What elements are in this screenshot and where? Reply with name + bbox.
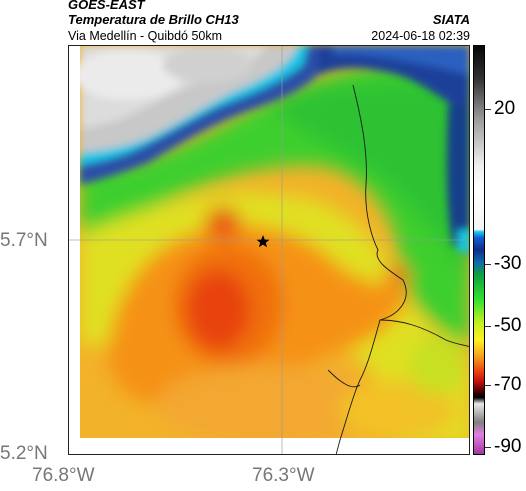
star-icon	[256, 235, 270, 248]
organization-label: SIATA	[432, 12, 470, 27]
satellite-title: GOES-EAST	[68, 0, 145, 12]
colorbar-tickmark	[485, 385, 491, 386]
colorbar-tickmark	[485, 109, 491, 110]
colorbar-tickmark	[485, 264, 491, 265]
colorbar-tick-label: -50	[494, 315, 522, 336]
colorbar-tick-label: 20	[494, 98, 516, 119]
timestamp-label: 2024-06-18 02:39	[371, 29, 470, 43]
longitude-tick-label: 76.8°W	[32, 465, 95, 486]
colorbar-tick-label: -90	[494, 436, 522, 457]
colorbar-tickmark	[485, 326, 491, 327]
latitude-tick-label: 5.7°N	[0, 230, 48, 251]
product-title: Temperatura de Brillo CH13	[68, 12, 239, 27]
colorbar-tickmark	[485, 447, 491, 448]
colorbar-tick-label: -30	[494, 253, 522, 274]
brightness-temperature-map	[68, 45, 470, 455]
latitude-tick-label: 5.2°N	[0, 443, 48, 464]
longitude-tick-label: 76.3°W	[252, 465, 315, 486]
region-label: Via Medellín - Quibdó 50km	[68, 29, 223, 43]
colorbar	[473, 45, 485, 455]
colorbar-tick-label: -70	[494, 374, 522, 395]
